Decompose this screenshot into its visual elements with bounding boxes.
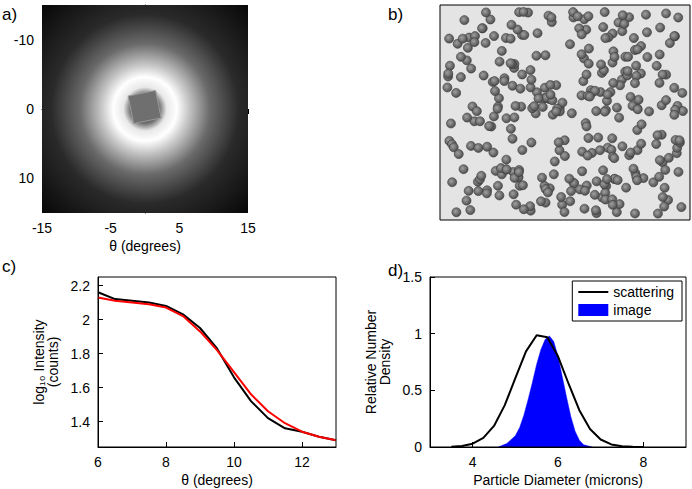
svg-text:Density: Density bbox=[377, 339, 393, 386]
svg-text:Particle Diameter (microns): Particle Diameter (microns) bbox=[473, 472, 643, 488]
svg-text:scattering: scattering bbox=[613, 284, 674, 300]
svg-text:a): a) bbox=[2, 5, 17, 24]
svg-text:6: 6 bbox=[94, 454, 102, 470]
svg-text:1.8: 1.8 bbox=[71, 346, 91, 362]
svg-text:d): d) bbox=[388, 261, 403, 280]
svg-text:4: 4 bbox=[469, 454, 477, 470]
svg-text:1.6: 1.6 bbox=[71, 380, 91, 396]
svg-text:1: 1 bbox=[414, 326, 422, 342]
svg-text:15: 15 bbox=[240, 220, 256, 236]
svg-text:8: 8 bbox=[162, 454, 170, 470]
svg-text:-10: -10 bbox=[14, 32, 34, 48]
svg-text:log₁₀ Intensity: log₁₀ Intensity bbox=[31, 319, 47, 405]
svg-text:(counts): (counts) bbox=[45, 337, 61, 388]
svg-text:2.2: 2.2 bbox=[71, 278, 91, 294]
svg-text:Relative Number: Relative Number bbox=[363, 309, 379, 415]
svg-text:5: 5 bbox=[175, 220, 183, 236]
svg-text:1.5: 1.5 bbox=[403, 269, 423, 285]
svg-text:0: 0 bbox=[26, 101, 34, 117]
svg-text:2: 2 bbox=[82, 312, 90, 328]
svg-text:-15: -15 bbox=[32, 220, 52, 236]
svg-text:0.5: 0.5 bbox=[403, 382, 423, 398]
svg-text:c): c) bbox=[2, 257, 16, 276]
svg-text:-5: -5 bbox=[104, 220, 117, 236]
svg-text:θ (degrees): θ (degrees) bbox=[181, 472, 253, 488]
svg-text:10: 10 bbox=[226, 454, 242, 470]
svg-text:image: image bbox=[613, 302, 651, 318]
svg-text:1.4: 1.4 bbox=[71, 414, 91, 430]
svg-text:0: 0 bbox=[414, 439, 422, 455]
svg-text:10: 10 bbox=[18, 170, 34, 186]
svg-text:8: 8 bbox=[639, 454, 647, 470]
svg-text:6: 6 bbox=[554, 454, 562, 470]
svg-text:θ (degrees): θ (degrees) bbox=[109, 238, 181, 254]
svg-text:b): b) bbox=[388, 5, 403, 24]
svg-text:12: 12 bbox=[294, 454, 310, 470]
